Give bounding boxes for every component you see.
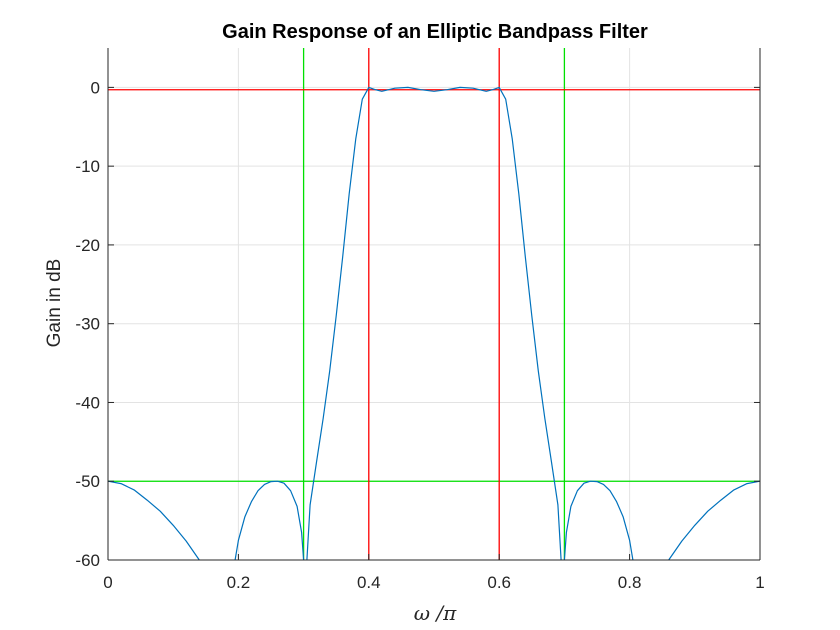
x-tick-label: 0.6 xyxy=(487,573,511,592)
gain-curve-segment xyxy=(306,86,562,561)
y-tick-label: -50 xyxy=(75,472,100,491)
y-tick-label: -30 xyxy=(75,315,100,334)
y-tick-label: -60 xyxy=(75,551,100,570)
x-tick-label: 1 xyxy=(755,573,764,592)
x-tick-label: 0 xyxy=(103,573,112,592)
x-axis-label: ω /π xyxy=(414,601,457,625)
y-tick-label: -10 xyxy=(75,157,100,176)
gain-curve-segment xyxy=(563,480,634,561)
x-tick-label: 0.4 xyxy=(357,573,381,592)
axes xyxy=(107,48,761,561)
y-tick-label: -20 xyxy=(75,236,100,255)
y-tick-label: -40 xyxy=(75,393,100,412)
x-tick-label: 0.2 xyxy=(227,573,251,592)
y-tick-labels: 0 -10 -20 -30 -40 -50 -60 xyxy=(75,78,100,570)
gain-curve xyxy=(107,86,761,561)
x-tick-label: 0.8 xyxy=(618,573,642,592)
gain-curve-segment xyxy=(107,480,200,561)
gain-curve-segment xyxy=(234,480,305,561)
grid xyxy=(108,48,760,560)
chart-title: Gain Response of an Elliptic Bandpass Fi… xyxy=(222,21,648,43)
x-tick-labels: 0 0.2 0.4 0.6 0.8 1 xyxy=(103,573,764,592)
y-axis-label: Gain in dB xyxy=(44,259,65,348)
gain-curve-segment xyxy=(668,480,761,561)
reference-lines xyxy=(108,48,760,560)
y-tick-label: 0 xyxy=(91,78,100,97)
